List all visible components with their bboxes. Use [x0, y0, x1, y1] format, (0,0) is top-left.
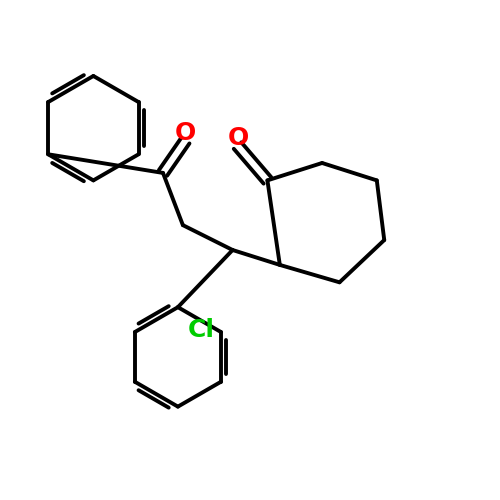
Text: O: O — [228, 126, 249, 150]
Text: Cl: Cl — [188, 318, 214, 342]
Text: O: O — [174, 121, 196, 145]
